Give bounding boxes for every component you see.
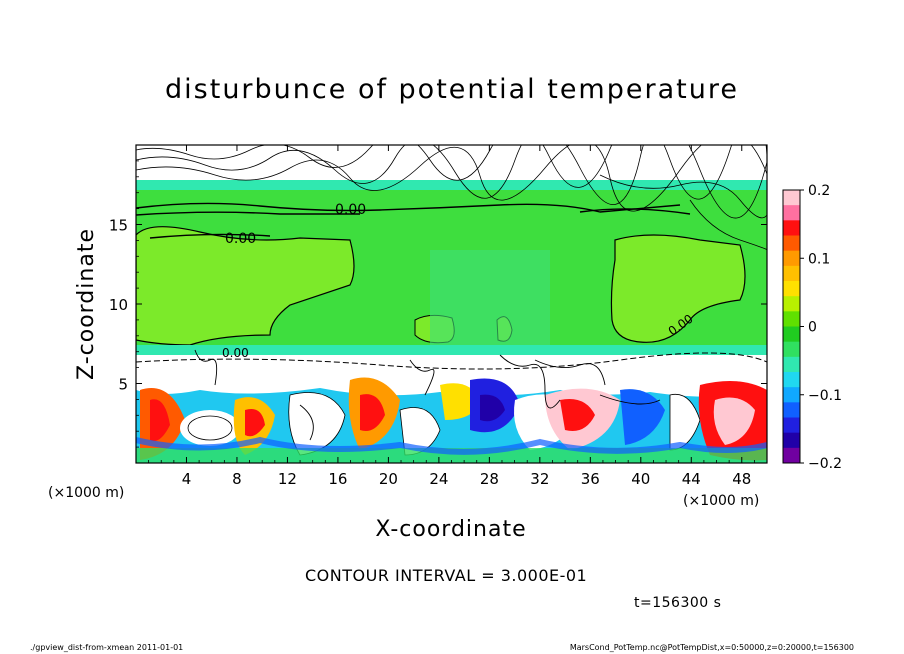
x-tick-label: 32 [530, 470, 549, 488]
mid-teal-wash [430, 250, 550, 350]
colorbar-swatch [783, 432, 800, 449]
time-label: t=156300 s [634, 595, 722, 611]
x-tick-label: 36 [581, 470, 600, 488]
colorbar-tick-label: −0.2 [808, 456, 842, 472]
colorbar-swatch [783, 341, 800, 358]
x-axis: 4 8 12 16 20 24 28 32 36 40 44 48 [148, 145, 755, 488]
colorbar-tick-label: 0.1 [808, 251, 830, 267]
upper-contours [136, 202, 691, 239]
x-axis-unit: (×1000 m) [683, 493, 759, 509]
lower-turbulence [136, 375, 767, 463]
x-tick-label: 44 [682, 470, 701, 488]
y-tick-label: 10 [109, 296, 128, 314]
colorbar-swatch [783, 356, 800, 373]
colorbar-swatch [783, 250, 800, 267]
colorbar-tick-label: −0.1 [808, 388, 842, 404]
lower-contours [194, 349, 661, 441]
y-axis-label: Z-coordinate [74, 228, 99, 380]
x-tick-label: 28 [480, 470, 499, 488]
x-axis-label: X-coordinate [375, 517, 526, 542]
heatmap-field: 0.00 0.00 0.00 0.00 [136, 145, 767, 463]
x-tick-label: 48 [732, 470, 751, 488]
top-cyan-band [136, 180, 767, 190]
colorbar-swatch [783, 281, 800, 297]
x-tick-label: 20 [379, 470, 398, 488]
y-tick-label: 5 [118, 376, 128, 394]
colorbar-swatch [783, 447, 800, 464]
top-noise-band [136, 145, 767, 183]
colorbar-swatch [783, 190, 800, 206]
contour-label: 0.00 [222, 346, 249, 360]
y-axis: 5 10 15 [109, 160, 767, 448]
colorbar-swatch [783, 311, 800, 327]
contour-label: 0.00 [335, 202, 366, 218]
x-tick-label: 4 [182, 470, 192, 488]
x-tick-label: 12 [278, 470, 297, 488]
colorbar-swatch [783, 296, 800, 312]
colorbar [783, 190, 800, 464]
colorbar-tick-label: 0 [808, 320, 817, 336]
colorbar-swatch [783, 387, 800, 403]
colorbar-swatch [783, 326, 800, 343]
colorbar-tick-label: 0.2 [808, 183, 830, 199]
x-tick-label: 8 [232, 470, 242, 488]
colorbar-swatch [783, 265, 800, 282]
colorbar-swatch [783, 417, 800, 434]
y-tick-label: 15 [109, 217, 128, 235]
x-tick-label: 24 [429, 470, 448, 488]
colorbar-ticks: 0.2 0.1 0 −0.1 −0.2 [800, 183, 842, 472]
footer-right: MarsCond_PotTemp.nc@PotTempDist,x=0:5000… [569, 643, 854, 652]
footer-left: ./gpview_dist-from-xmean 2011-01-01 [30, 643, 184, 652]
contour-label: 0.00 [225, 231, 256, 247]
contour-interval-label: CONTOUR INTERVAL = 3.000E-01 [305, 566, 588, 585]
upper-right-blob [610, 234, 746, 343]
chart-title: disturbunce of potential temperature [165, 74, 739, 105]
colorbar-swatch [783, 402, 800, 418]
y-axis-unit: (×1000 m) [48, 485, 124, 501]
colorbar-swatch [783, 235, 800, 252]
mid-dashed-contour [136, 352, 767, 370]
x-tick-label: 16 [328, 470, 347, 488]
colorbar-swatch [783, 220, 800, 236]
colorbar-swatch [783, 372, 800, 388]
x-tick-label: 40 [631, 470, 650, 488]
colorbar-swatch [783, 205, 800, 221]
